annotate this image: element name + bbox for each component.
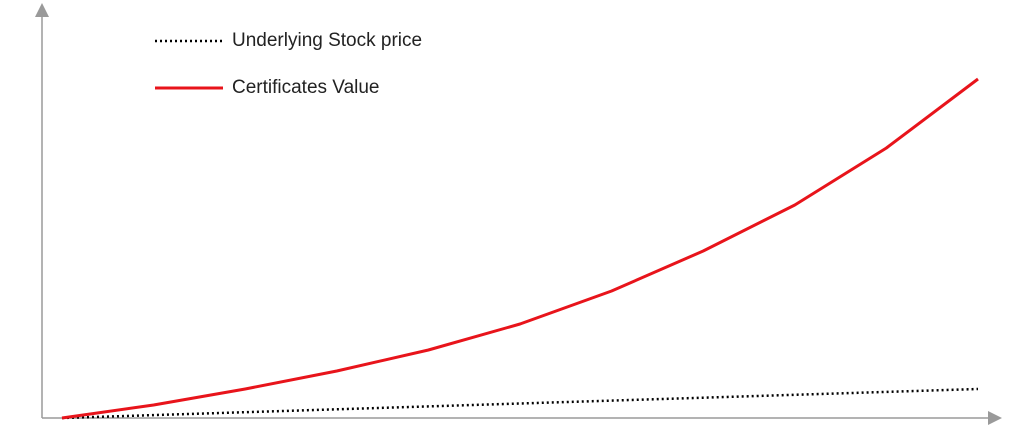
legend-label: Certificates Value (232, 77, 380, 98)
series-line (61, 387, 979, 420)
legend-label: Underlying Stock price (232, 30, 422, 51)
series-line (61, 77, 979, 420)
